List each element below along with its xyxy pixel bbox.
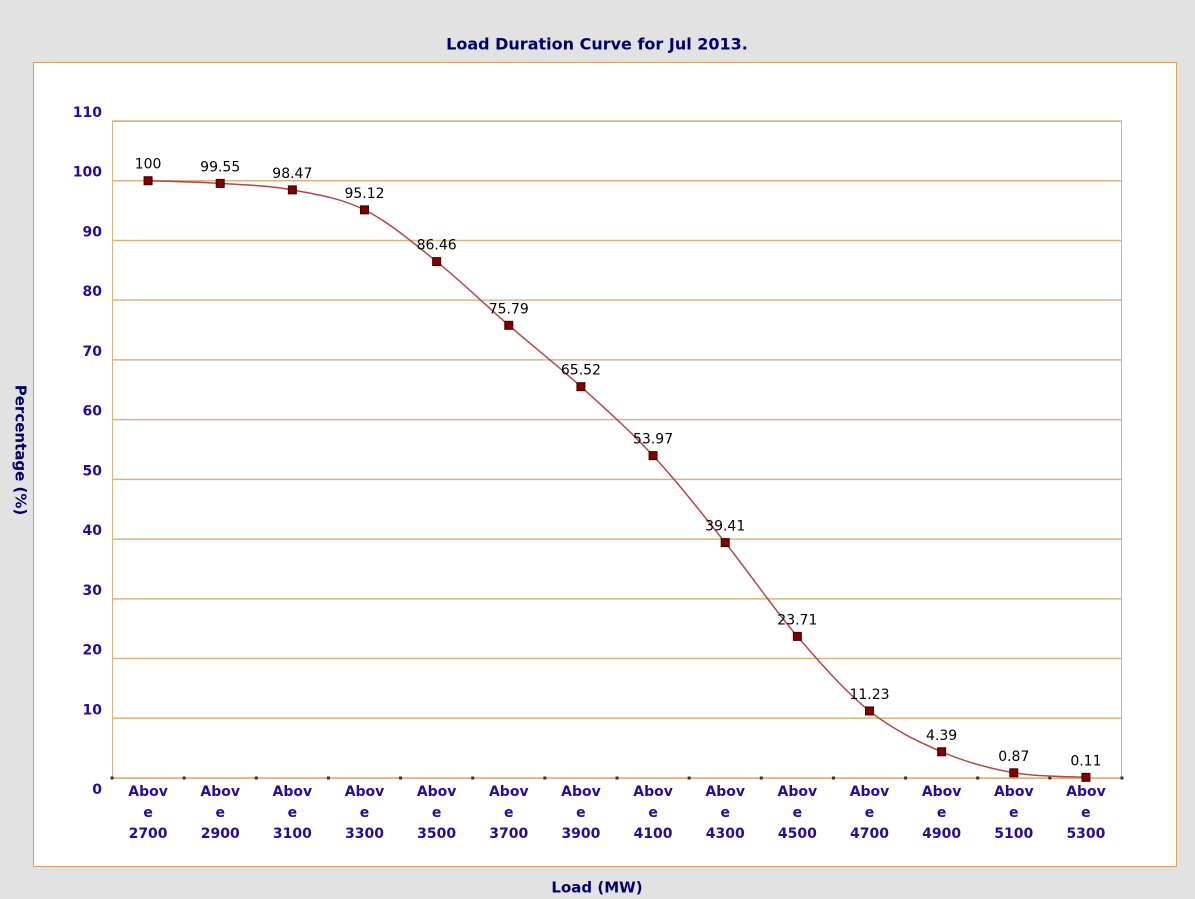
y-axis-title: Percentage (%)	[12, 385, 30, 515]
chart-title: Load Duration Curve for Jul 2013.	[446, 35, 748, 54]
y-tick-label: 70	[83, 344, 103, 360]
point-marker	[143, 176, 153, 186]
point-marker	[1081, 772, 1091, 782]
y-tick-label: 30	[83, 583, 103, 599]
data-label: 4.39	[926, 728, 957, 744]
point-marker	[720, 538, 730, 548]
x-tick-label: Abov e 4700	[850, 784, 890, 842]
point-marker	[865, 706, 874, 716]
x-tick	[615, 776, 619, 780]
x-tick	[543, 776, 547, 780]
data-label: 0.87	[998, 749, 1029, 765]
y-tick-label: 90	[83, 224, 103, 240]
y-tick-label: 80	[83, 284, 103, 300]
x-tick-label: Abov e 5300	[1066, 784, 1106, 842]
y-tick-label: 100	[73, 165, 102, 181]
x-tick-label: Abov e 4100	[633, 784, 673, 842]
y-tick-label: 60	[83, 404, 103, 420]
x-tick	[471, 776, 475, 780]
x-tick	[831, 776, 835, 780]
y-tick-label: 50	[83, 463, 103, 479]
y-tick-label: 10	[83, 702, 103, 718]
data-label: 98.47	[272, 166, 312, 182]
point-marker	[215, 178, 225, 188]
data-label: 65.52	[561, 363, 601, 379]
x-tick-label: Abov e 2700	[128, 784, 168, 842]
data-label: 11.23	[849, 687, 889, 703]
x-tick-label: Abov e 3300	[345, 784, 385, 842]
x-tick-label: Abov e 4500	[778, 784, 818, 842]
x-tick	[254, 776, 258, 780]
x-tick	[759, 776, 763, 780]
point-marker	[287, 185, 297, 195]
series-line	[148, 179, 1086, 779]
point-marker	[648, 451, 658, 461]
x-tick-label: Abov e 5100	[994, 784, 1034, 842]
point-marker	[432, 257, 442, 267]
data-label: 39.41	[705, 519, 745, 535]
x-axis-title: Load (MW)	[551, 879, 642, 897]
x-tick-label: Abov e 4300	[705, 784, 745, 842]
data-label: 95.12	[344, 186, 384, 202]
data-label: 99.55	[200, 159, 240, 175]
x-tick-label: Abov e 2900	[200, 784, 240, 842]
x-tick-label: Abov e 3100	[273, 784, 313, 842]
x-tick	[687, 776, 691, 780]
x-tick	[1120, 776, 1124, 780]
x-tick	[976, 776, 980, 780]
y-tick-label: 40	[83, 523, 103, 539]
x-tick	[182, 776, 186, 780]
x-tick	[1048, 776, 1052, 780]
point-marker	[937, 747, 947, 757]
panel	[33, 62, 1177, 867]
y-tick-label: 20	[83, 643, 103, 659]
point-marker	[792, 631, 802, 641]
data-label: 75.79	[489, 301, 529, 317]
x-tick	[904, 776, 908, 780]
x-tick	[110, 776, 114, 780]
x-tick-label: Abov e 3900	[561, 784, 601, 842]
data-label: 53.97	[633, 432, 673, 448]
data-label: 86.46	[417, 238, 457, 254]
data-label: 100	[135, 157, 162, 173]
x-tick-label: Abov e 3700	[489, 784, 529, 842]
point-marker	[504, 320, 514, 330]
y-tick-label: 110	[73, 105, 102, 121]
data-label: 0.11	[1070, 753, 1101, 769]
x-tick	[399, 776, 403, 780]
x-tick-label: Abov e 4900	[922, 784, 962, 842]
point-marker	[360, 205, 369, 215]
data-label: 23.71	[777, 612, 817, 628]
y-tick-label: 0	[92, 782, 102, 798]
point-marker	[576, 382, 586, 392]
x-tick	[326, 776, 330, 780]
point-marker	[1009, 768, 1019, 778]
x-tick-label: Abov e 3500	[417, 784, 457, 842]
